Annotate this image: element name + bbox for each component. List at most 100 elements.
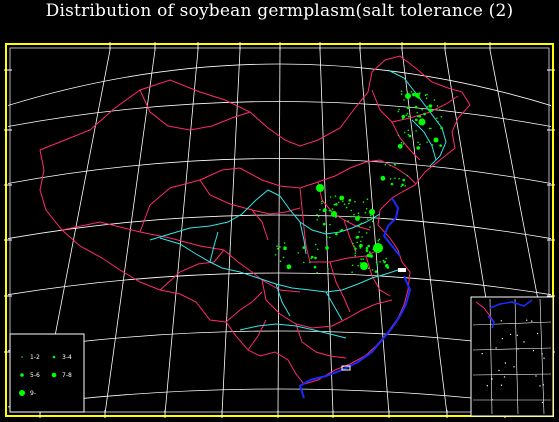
- germplasm-point: [366, 253, 371, 258]
- coastline-north: [382, 197, 401, 257]
- legend-symbol: [21, 356, 23, 358]
- province-border: [295, 323, 347, 359]
- province-border: [371, 89, 421, 161]
- legend-label: 5-6: [30, 372, 40, 379]
- legend-symbol: [20, 373, 24, 377]
- germplasm-point: [325, 246, 329, 250]
- legend-item: 7-8: [51, 372, 72, 379]
- germplasm-point: [402, 117, 404, 120]
- germplasm-point: [383, 260, 386, 264]
- germplasm-point: [335, 232, 338, 236]
- island: [526, 319, 528, 321]
- germplasm-point: [415, 118, 418, 122]
- germplasm-point: [339, 195, 345, 201]
- island: [491, 399, 493, 401]
- germplasm-point: [361, 236, 364, 238]
- island: [509, 333, 512, 335]
- germplasm-point: [365, 232, 368, 234]
- island: [486, 385, 488, 387]
- longitude-line: [277, 49, 281, 414]
- germplasm-point: [365, 208, 368, 210]
- province-border: [379, 159, 417, 185]
- germplasm-point: [423, 112, 426, 116]
- germplasm-point: [309, 261, 311, 264]
- germplasm-point: [406, 106, 410, 110]
- province-border: [349, 159, 381, 169]
- island: [495, 347, 497, 349]
- germplasm-point: [317, 215, 320, 218]
- germplasm-point: [358, 231, 361, 233]
- germplasm-point-large: [360, 262, 368, 270]
- germplasm-point: [354, 200, 356, 203]
- germplasm-point: [364, 211, 367, 214]
- germplasm-point: [416, 111, 419, 114]
- germplasm-point: [407, 129, 410, 132]
- province-border: [139, 167, 241, 233]
- germplasm-point: [360, 222, 363, 225]
- island: [531, 320, 533, 322]
- province-border: [251, 207, 301, 215]
- germplasm-point: [407, 133, 410, 136]
- germplasm-point: [340, 229, 344, 232]
- province-border: [239, 167, 351, 189]
- germplasm-point: [436, 105, 439, 107]
- germplasm-point: [398, 177, 400, 180]
- germplasm-point: [347, 220, 349, 222]
- germplasm-point: [421, 109, 423, 111]
- south-china-sea-inset: [470, 296, 554, 417]
- germplasm-point: [353, 245, 355, 247]
- germplasm-point: [316, 219, 319, 221]
- germplasm-point: [390, 182, 394, 186]
- germplasm-point: [402, 143, 405, 145]
- germplasm-point: [276, 245, 278, 247]
- longitude-line: [359, 49, 390, 414]
- germplasm-point: [321, 202, 323, 205]
- germplasm-point: [385, 264, 389, 268]
- coastline: [298, 197, 412, 399]
- germplasm-point: [314, 256, 317, 260]
- germplasm-point: [359, 247, 362, 249]
- tributary: [299, 221, 307, 255]
- germplasm-point: [302, 246, 306, 249]
- germplasm-point: [369, 214, 372, 217]
- germplasm-point: [326, 236, 328, 238]
- germplasm-point: [323, 208, 327, 212]
- germplasm-point: [362, 201, 365, 203]
- germplasm-point: [424, 94, 427, 96]
- germplasm-point: [384, 163, 387, 166]
- province-boundaries: [39, 55, 471, 385]
- germplasm-point: [357, 215, 360, 217]
- germplasm-point: [426, 141, 428, 143]
- germplasm-points: [274, 90, 443, 274]
- germplasm-point: [406, 112, 409, 115]
- germplasm-point: [359, 243, 363, 248]
- province-border: [343, 219, 357, 253]
- germplasm-point: [397, 110, 400, 113]
- germplasm-point: [278, 249, 280, 251]
- germplasm-point: [439, 108, 441, 111]
- germplasm-point: [327, 268, 329, 271]
- island: [516, 334, 518, 336]
- legend-item: 1-2: [21, 354, 40, 361]
- germplasm-point: [436, 117, 438, 119]
- germplasm-point: [407, 115, 410, 118]
- coastline-south: [298, 275, 412, 399]
- latitude-line: [8, 214, 551, 240]
- legend-box: [9, 333, 85, 413]
- germplasm-point: [335, 216, 337, 219]
- province-border: [365, 255, 391, 297]
- germplasm-point: [400, 141, 403, 144]
- germplasm-point: [338, 201, 340, 204]
- germplasm-point: [354, 254, 357, 257]
- germplasm-point: [400, 185, 403, 188]
- legend-label: 7-8: [62, 372, 72, 379]
- island: [541, 401, 543, 404]
- germplasm-point: [316, 213, 318, 216]
- heilong-river: [387, 69, 447, 167]
- germplasm-point: [360, 258, 363, 260]
- germplasm-point: [316, 271, 319, 274]
- germplasm-point: [405, 114, 408, 116]
- longitude-line: [401, 49, 448, 414]
- germplasm-point: [404, 131, 406, 134]
